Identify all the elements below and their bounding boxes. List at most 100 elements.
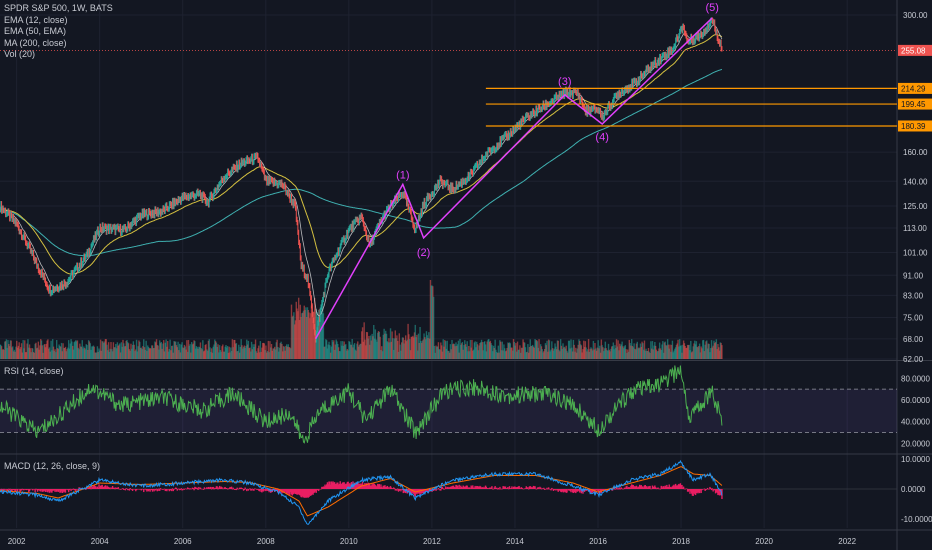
- volume-bar: [59, 346, 62, 359]
- volume-bar: [10, 340, 12, 359]
- volume-bar: [664, 341, 666, 359]
- volume-bar: [387, 342, 389, 359]
- volume-bar: [599, 352, 602, 359]
- macd-histogram-bar: [472, 485, 474, 489]
- price-tag-label: 214.29: [901, 84, 926, 93]
- macd-histogram-bar: [198, 486, 200, 489]
- volume-bar: [367, 338, 369, 359]
- macd-histogram-bar: [78, 487, 80, 489]
- volume-bar: [603, 348, 606, 359]
- volume-bar: [134, 351, 136, 359]
- volume-bar: [71, 345, 74, 359]
- volume-bar: [258, 345, 260, 359]
- macd-histogram-bar: [463, 486, 465, 489]
- macd-histogram-bar: [658, 488, 661, 490]
- volume-bar: [219, 349, 222, 359]
- macd-histogram-bar: [337, 484, 340, 489]
- volume-bar: [333, 349, 336, 359]
- macd-histogram-bar: [292, 489, 294, 495]
- macd-histogram-bar: [172, 489, 174, 492]
- macd-histogram-bar: [169, 489, 171, 490]
- volume-bar: [348, 341, 350, 359]
- volume-bar: [620, 344, 623, 359]
- macd-histogram-bar: [227, 488, 230, 490]
- macd-histogram-bar: [527, 487, 529, 489]
- macd-histogram-bar: [408, 489, 410, 492]
- volume-bar: [70, 339, 72, 359]
- volume-bar: [374, 329, 377, 359]
- macd-histogram-bar: [238, 488, 240, 490]
- macd-histogram-bar: [635, 485, 638, 489]
- macd-histogram-bar: [186, 487, 189, 489]
- macd-histogram-bar: [193, 489, 195, 491]
- macd-histogram-bar: [30, 488, 32, 490]
- volume-bar: [120, 342, 123, 359]
- macd-histogram-bar: [262, 489, 265, 492]
- macd-histogram-bar: [508, 488, 510, 490]
- volume-bar: [597, 340, 599, 359]
- macd-histogram-bar: [212, 486, 214, 489]
- legend-title: SPDR S&P 500, 1W, BATS: [4, 3, 113, 13]
- volume-bar: [428, 332, 430, 359]
- volume-bar: [22, 340, 24, 359]
- volume-bar: [546, 340, 548, 359]
- macd-histogram-bar: [632, 485, 634, 489]
- volume-bar: [631, 339, 633, 359]
- volume-bar: [679, 345, 682, 359]
- volume-bar: [63, 347, 65, 359]
- volume-bar: [721, 345, 723, 359]
- macd-histogram-bar: [615, 489, 617, 490]
- macd-histogram-bar: [688, 489, 690, 491]
- volume-bar: [677, 339, 679, 359]
- macd-histogram-bar: [316, 489, 318, 491]
- macd-histogram-bar: [93, 485, 95, 489]
- volume-bar: [246, 339, 248, 359]
- macd-histogram-bar: [317, 489, 320, 492]
- macd-histogram-bar: [710, 488, 712, 489]
- volume-bar: [270, 347, 272, 359]
- volume-bar: [441, 351, 444, 359]
- main-legend: SPDR S&P 500, 1W, BATS EMA (12, close) E…: [4, 3, 113, 61]
- macd-histogram-bar: [718, 489, 720, 495]
- volume-bar: [710, 348, 712, 359]
- volume-bar: [274, 349, 277, 359]
- macd-histogram-bar: [660, 485, 662, 489]
- macd-histogram-bar: [646, 487, 649, 489]
- macd-histogram-bar: [387, 488, 389, 489]
- volume-bar: [260, 351, 262, 359]
- macd-histogram-bar: [244, 487, 246, 489]
- volume-bar: [644, 350, 646, 359]
- volume-bar: [49, 351, 52, 359]
- volume-bar: [646, 350, 648, 359]
- volume-bar: [329, 345, 331, 359]
- macd-histogram-bar: [148, 489, 151, 491]
- volume-bar: [123, 346, 126, 359]
- macd-histogram-bar: [591, 489, 593, 493]
- volume-bar: [143, 339, 145, 359]
- macd-histogram-bar: [556, 489, 559, 491]
- volume-bar: [198, 347, 201, 359]
- macd-histogram-bar: [567, 489, 569, 490]
- volume-bar: [602, 347, 604, 359]
- volume-bar: [250, 341, 253, 359]
- macd-histogram-bar: [131, 489, 134, 491]
- volume-bar: [87, 340, 90, 359]
- macd-histogram-bar: [54, 489, 56, 492]
- volume-bar: [556, 340, 559, 359]
- macd-histogram-bar: [568, 489, 571, 491]
- volume-bar: [603, 351, 605, 359]
- volume-bar: [138, 340, 140, 359]
- macd-histogram-bar: [6, 489, 8, 491]
- volume-bar: [619, 343, 621, 359]
- volume-bar: [381, 351, 384, 359]
- macd-histogram-bar: [142, 488, 144, 490]
- legend-ma200: MA (200, close): [4, 37, 67, 48]
- macd-histogram-bar: [285, 489, 287, 492]
- macd-histogram-bar: [258, 489, 260, 491]
- macd-histogram-bar: [402, 489, 404, 494]
- macd-histogram-bar: [260, 489, 262, 492]
- volume-bar: [591, 348, 593, 359]
- macd-histogram-bar: [702, 489, 704, 490]
- macd-histogram-bar: [371, 482, 373, 489]
